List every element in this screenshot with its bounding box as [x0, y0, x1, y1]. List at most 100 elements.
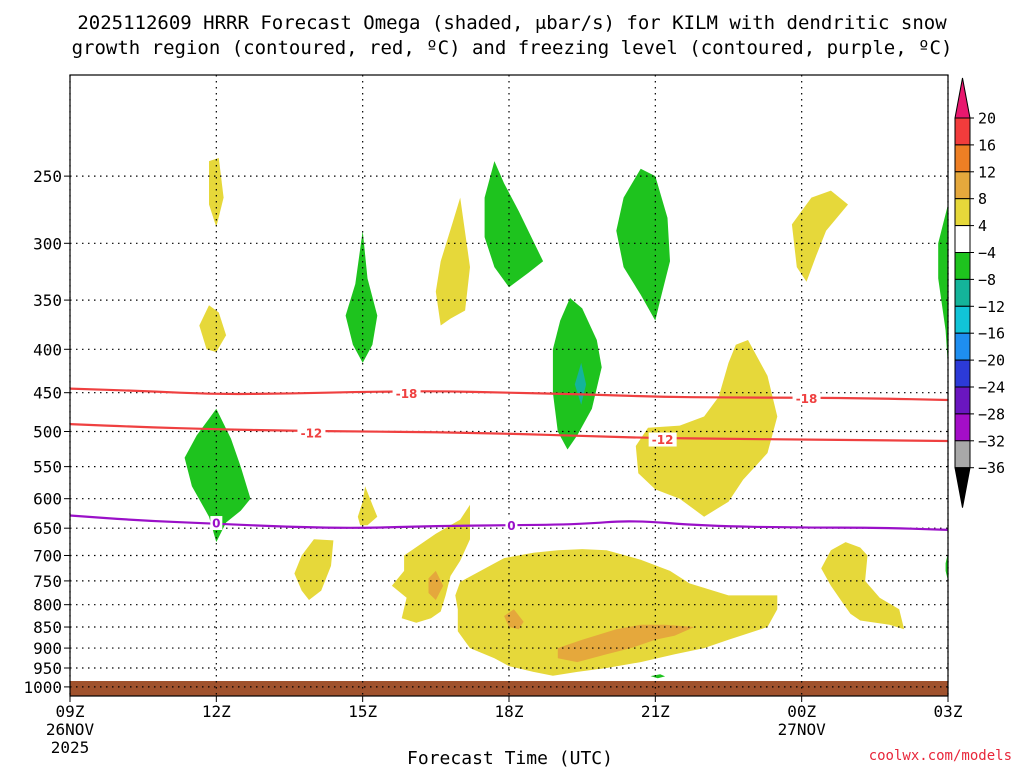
x-tick-label: 09Z: [56, 702, 85, 721]
downward-omega-6: [391, 504, 470, 623]
y-tick-label: 450: [33, 384, 62, 403]
downward-omega-4: [357, 486, 378, 526]
dgz-top-contour: [69, 387, 949, 402]
contour-label: 0: [212, 517, 220, 531]
colorbar-label: 8: [978, 190, 987, 208]
y-tick-label: 300: [33, 234, 62, 253]
y-tick-label: 650: [33, 519, 62, 538]
x-axis-title: Forecast Time (UTC): [407, 748, 613, 768]
colorbar-label: −20: [978, 352, 1005, 370]
y-tick-label: 600: [33, 490, 62, 509]
downward-omega-5: [294, 539, 334, 600]
y-tick-label: 750: [33, 572, 62, 591]
colorbar-label: 4: [978, 217, 987, 235]
x-tick-label: 03Z: [934, 702, 963, 721]
colorbar-label: −32: [978, 432, 1005, 450]
y-tick-label: 1000: [23, 678, 62, 697]
colorbar-swatch: [954, 144, 971, 173]
temperature-contours: [69, 387, 949, 531]
contour-label-halo: [210, 516, 223, 531]
colorbar-label: −4: [978, 244, 996, 262]
upward-omega-1: [184, 408, 251, 543]
chart-title-line-1: 2025112609 HRRR Forecast Omega (shaded, …: [77, 12, 947, 34]
colorbar-bottom-arrow: [954, 467, 971, 508]
colorbar-label: 12: [978, 163, 996, 181]
contour-label-halo: [392, 386, 421, 401]
upward-omega-7: [938, 204, 948, 368]
downward-omega-13: [821, 542, 905, 630]
downward-omega-7: [428, 570, 444, 600]
contour-label: 0: [507, 519, 515, 533]
colorbar-label: 20: [978, 110, 996, 128]
colorbar-label: −12: [978, 298, 1005, 316]
downward-omega-12: [791, 190, 848, 282]
contour-label-halo: [792, 391, 821, 406]
upward-omega-4: [552, 298, 602, 450]
upward-omega-9: [650, 674, 666, 679]
contour-label: -18: [396, 387, 418, 401]
colorbar-label: 16: [978, 136, 996, 154]
freezing-level-contour: [69, 514, 949, 531]
y-tick-label: 850: [33, 618, 62, 637]
y-tick-label: 550: [33, 458, 62, 477]
contour-labels: -18 -18 -12 -12 0 0: [210, 386, 821, 533]
colorbar-swatch: [954, 332, 971, 361]
colorbar-swatch: [954, 252, 971, 280]
y-tick-label: 500: [33, 423, 62, 442]
omega-shaded-regions: [184, 158, 948, 679]
x-tick-label: 15Z: [348, 702, 377, 721]
y-tick-label: 950: [33, 659, 62, 678]
colorbar-label: −24: [978, 379, 1005, 397]
colorbar-swatch: [954, 225, 971, 254]
y-tick-label: 400: [33, 340, 62, 359]
y-tick-label: 350: [33, 291, 62, 310]
downward-omega-3: [435, 197, 470, 326]
chart-title-line-2: growth region (contoured, red, ºC) and f…: [72, 37, 953, 59]
x-tick-label: 12Z: [202, 702, 231, 721]
colorbar-swatch: [954, 440, 971, 469]
colorbar-top-arrow: [954, 77, 971, 119]
contour-label: -18: [796, 392, 818, 406]
contour-label: -12: [301, 426, 323, 440]
y-tick-label: 250: [33, 167, 62, 186]
upward-omega-6: [616, 168, 670, 321]
x-tick-date: 27NOV: [778, 720, 827, 739]
colorbar-swatch: [954, 386, 971, 415]
colorbar-label: −16: [978, 325, 1005, 343]
contour-label-halo: [505, 518, 518, 533]
downward-omega-10: [557, 624, 695, 663]
colorbar-label: −36: [978, 459, 1005, 477]
colorbar-swatch: [954, 171, 971, 200]
omega-colorbar: 20 16 12 8 4 −4 −8 −12 −16 −20 −24 −28 −32 −36: [954, 77, 1005, 508]
colorbar-label: −28: [978, 405, 1005, 423]
downward-omega-1: [209, 158, 224, 227]
contour-label: -12: [652, 433, 674, 447]
x-tick-label: 18Z: [495, 702, 524, 721]
contour-label-halo: [297, 425, 326, 440]
y-tick-label: 700: [33, 546, 62, 565]
colorbar-label: −8: [978, 271, 996, 289]
x-tick-year: 2025: [51, 738, 90, 757]
x-tick-label: 00Z: [787, 702, 816, 721]
y-tick-label: 900: [33, 639, 62, 658]
contour-label-halo: [648, 432, 677, 447]
downward-omega-8: [455, 549, 778, 676]
site-credit: coolwx.com/models: [869, 748, 1012, 764]
colorbar-swatch: [954, 359, 971, 388]
colorbar-swatch: [954, 413, 971, 442]
upward-omega-2: [345, 230, 378, 363]
downward-omega-2: [199, 305, 227, 352]
upward-omega-3: [484, 161, 544, 288]
x-tick-date: 26NOV: [46, 720, 95, 739]
dgz-bottom-contour: [69, 423, 949, 443]
y-tick-label: 800: [33, 596, 62, 615]
colorbar-swatch: [954, 198, 971, 227]
downward-omega-11: [635, 340, 778, 517]
x-tick-label: 21Z: [641, 702, 670, 721]
downward-omega-9: [504, 609, 524, 630]
colorbar-swatch: [954, 117, 971, 146]
colorbar-swatch: [954, 278, 971, 307]
colorbar-swatch: [954, 305, 971, 334]
